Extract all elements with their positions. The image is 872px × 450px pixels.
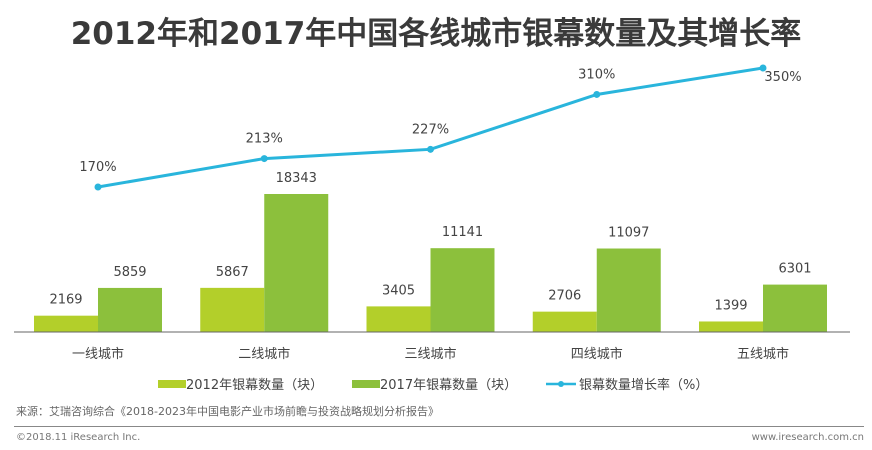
data-label-2017: 11141 — [442, 225, 483, 240]
data-label-2017: 18343 — [276, 171, 317, 186]
data-label-2017: 5859 — [113, 265, 146, 280]
x-tick-label: 二线城市 — [238, 346, 290, 362]
data-label-2012: 5867 — [216, 265, 249, 280]
growth-point — [427, 145, 434, 153]
bar-2012 — [200, 287, 265, 332]
bar-2012 — [532, 311, 597, 332]
x-tick-label: 四线城市 — [571, 346, 623, 362]
data-label-2012: 2169 — [49, 293, 82, 308]
data-label-2017: 11097 — [608, 226, 649, 241]
growth-point — [260, 155, 268, 163]
legend-marker — [558, 381, 564, 387]
growth-point — [94, 183, 102, 191]
growth-label: 170% — [79, 160, 116, 175]
legend-swatch — [352, 380, 380, 388]
growth-label: 227% — [412, 122, 449, 137]
growth-label: 213% — [246, 132, 283, 147]
growth-point — [759, 64, 767, 72]
chart-title: 2012年和2017年中国各线城市银幕数量及其增长率 — [70, 16, 802, 52]
data-label-2017: 6301 — [778, 262, 811, 277]
bar-2017 — [763, 284, 827, 332]
growth-label: 310% — [578, 67, 615, 82]
growth-point — [593, 90, 601, 98]
x-tick-label: 五线城市 — [737, 346, 789, 362]
bar-2012 — [34, 315, 98, 332]
data-label-2012: 1399 — [714, 298, 747, 313]
x-tick-label: 三线城市 — [404, 346, 456, 362]
bar-2017 — [98, 287, 162, 332]
legend-label: 2012年银幕数量（块） — [186, 378, 323, 393]
bar-2017 — [264, 194, 329, 332]
legend-label: 2017年银幕数量（块） — [380, 378, 517, 393]
website: www.iresearch.com.cn — [751, 432, 864, 443]
bar-2017 — [430, 248, 495, 332]
bar-2017 — [596, 248, 661, 332]
divider — [14, 426, 864, 427]
copyright: ©2018.11 iResearch Inc. — [16, 432, 141, 443]
growth-label: 350% — [764, 70, 801, 85]
bar-2012 — [366, 306, 431, 332]
bar-2012 — [699, 321, 763, 332]
data-label-2012: 3405 — [382, 283, 415, 298]
x-tick-label: 一线城市 — [72, 346, 124, 362]
legend-label: 银幕数量增长率（%） — [579, 377, 708, 393]
source-note: 来源：艾瑞咨询综合《2018-2023年中国电影产业市场前瞻与投资战略规划分析报… — [16, 405, 439, 418]
legend-swatch — [158, 380, 186, 388]
data-label-2012: 2706 — [548, 289, 581, 304]
